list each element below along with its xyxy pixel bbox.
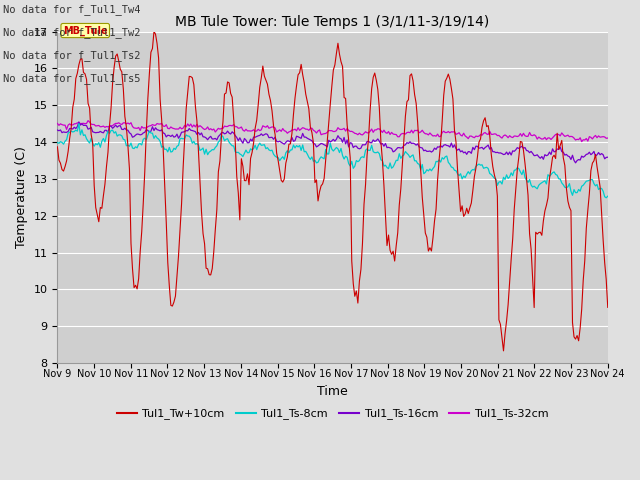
Text: No data for f_Tul1_Ts5: No data for f_Tul1_Ts5 [3, 73, 141, 84]
Text: No data for f_Tul1_Tw4: No data for f_Tul1_Tw4 [3, 4, 141, 15]
Title: MB Tule Tower: Tule Temps 1 (3/1/11-3/19/14): MB Tule Tower: Tule Temps 1 (3/1/11-3/19… [175, 15, 490, 29]
Text: No data for f_Tul1_Tw2: No data for f_Tul1_Tw2 [3, 27, 141, 38]
Bar [58, 326, 608, 363]
Bar [58, 179, 608, 216]
Bar [58, 252, 608, 289]
Text: MB_Tule: MB_Tule [63, 25, 108, 36]
X-axis label: Time: Time [317, 385, 348, 398]
Y-axis label: Temperature (C): Temperature (C) [15, 146, 28, 248]
Text: No data for f_Tul1_Ts2: No data for f_Tul1_Ts2 [3, 50, 141, 61]
Bar [58, 32, 608, 68]
Bar [58, 105, 608, 142]
Legend: Tul1_Tw+10cm, Tul1_Ts-8cm, Tul1_Ts-16cm, Tul1_Ts-32cm: Tul1_Tw+10cm, Tul1_Ts-8cm, Tul1_Ts-16cm,… [113, 404, 553, 424]
